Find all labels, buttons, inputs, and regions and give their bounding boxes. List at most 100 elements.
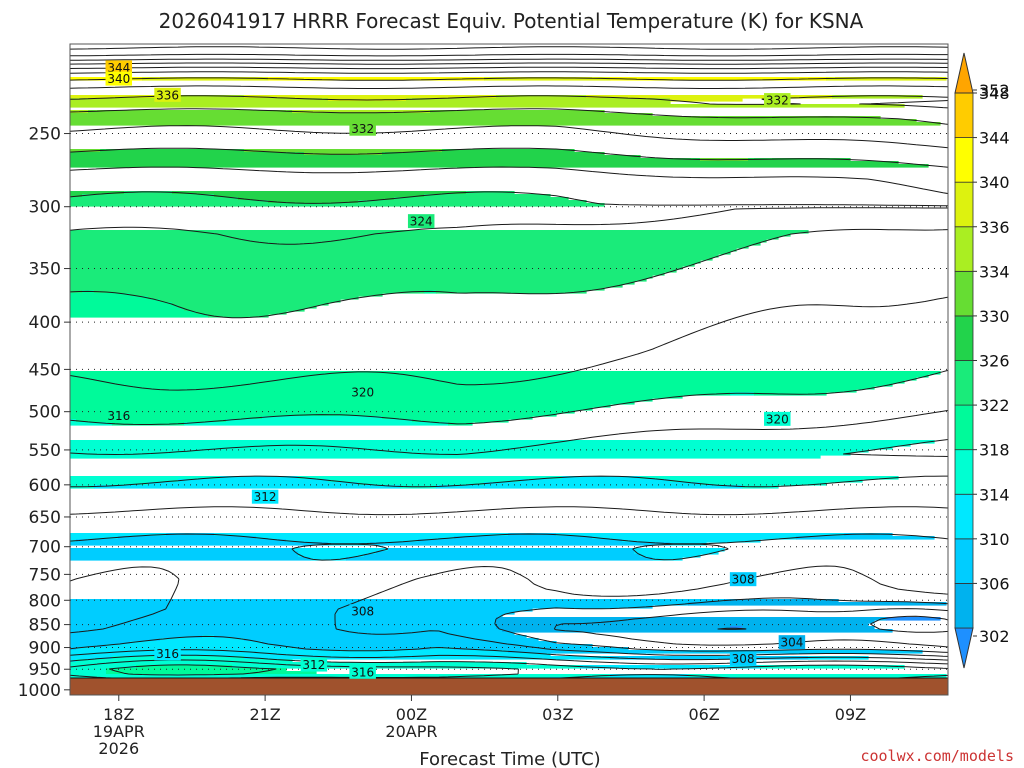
theta-e-cell: [70, 374, 929, 378]
theta-e-cell: [508, 650, 923, 654]
contour-line: [70, 85, 948, 89]
theta-e-cell: [610, 77, 827, 81]
colorbar-label: 336: [979, 218, 1010, 237]
theta-e-cell: [70, 416, 263, 420]
theta-e-cell: [502, 629, 893, 633]
colorbar-swatch: [954, 137, 974, 183]
theta-e-cell: [70, 158, 701, 162]
theta-e-cell: [214, 635, 527, 639]
theta-e-cell: [70, 275, 653, 279]
theta-e-cell: [70, 668, 107, 672]
theta-e-cell: [70, 635, 203, 639]
theta-e-cell: [886, 617, 941, 621]
colorbar-swatch: [954, 226, 974, 272]
theta-e-cell: [412, 419, 509, 423]
theta-e-cell: [142, 77, 269, 81]
theta-e-cell: [358, 200, 587, 204]
theta-e-cell: [196, 311, 287, 315]
contour-label-bg: [349, 384, 376, 399]
theta-e-cell: [70, 263, 695, 267]
theta-e-cell: [382, 416, 533, 420]
y-tick-label: 750: [29, 565, 61, 585]
theta-e-cell: [688, 674, 947, 678]
contour-line: [717, 615, 948, 633]
theta-e-cell: [70, 482, 149, 486]
theta-e-cell: [466, 191, 515, 195]
theta-e-cell: [70, 371, 941, 375]
theta-e-cell: [70, 599, 725, 603]
contour-label: 312: [254, 490, 277, 504]
theta-e-cell: [70, 389, 857, 393]
theta-e-cell: [586, 95, 833, 99]
theta-e-cell: [70, 164, 929, 168]
theta-e-cell: [268, 77, 485, 81]
theta-e-cell: [70, 119, 917, 123]
theta-e-cell: [70, 656, 113, 660]
theta-e-cell: [112, 422, 185, 426]
theta-e-cell: [70, 104, 905, 108]
theta-e-cell: [436, 485, 743, 489]
theta-e-cell: [70, 617, 497, 621]
contour-line: [70, 125, 948, 149]
contour-label: 332: [766, 94, 789, 108]
theta-e-cell: [70, 536, 119, 540]
contour-label: 304: [780, 636, 803, 650]
theta-e-cell: [70, 122, 941, 126]
contour-line: [553, 608, 948, 648]
theta-e-cell: [70, 242, 761, 246]
theta-e-cell: [298, 476, 563, 480]
contour-label: 316: [351, 665, 374, 679]
theta-e-cell: [70, 254, 719, 258]
theta-e-cell: [184, 308, 305, 312]
x-tick-label: 03Z: [542, 705, 573, 724]
contour-line: [70, 533, 948, 661]
theta-e-cell: [70, 251, 731, 255]
y-tick-label: 650: [29, 508, 61, 528]
theta-e-cell: [346, 557, 653, 561]
theta-e-cell: [70, 401, 635, 405]
theta-e-cell: [244, 149, 443, 153]
theta-e-cell: [70, 626, 497, 630]
theta-e-cell: [70, 293, 131, 297]
theta-e-cell: [436, 290, 587, 294]
theta-e-cell: [70, 233, 791, 237]
theta-e-cell: [70, 395, 683, 399]
theta-e-cell: [358, 482, 485, 486]
theta-e-cell: [70, 272, 665, 276]
theta-e-cell: [70, 152, 305, 156]
contour-label: 312: [302, 658, 325, 672]
theta-e-cell: [520, 479, 671, 483]
theta-e-cell: [70, 230, 809, 234]
x-tick-label: 06Z: [688, 705, 719, 724]
theta-e-cell: [418, 539, 623, 543]
colorbar-swatch: [954, 404, 974, 451]
theta-e-cell: [70, 674, 611, 678]
theta-e-cell: [106, 644, 275, 648]
colorbar-swatch: [954, 315, 974, 361]
theta-e-cell: [262, 641, 557, 645]
contour-line: [70, 191, 948, 207]
theta-e-cell: [148, 296, 359, 300]
contour-line: [70, 369, 948, 676]
theta-e-cell: [70, 662, 527, 666]
contour-label: 316: [156, 647, 179, 661]
contour-label-bg: [105, 60, 133, 75]
colorbar-swatch: [954, 538, 974, 584]
theta-e-cell: [424, 194, 551, 198]
contour-label: 320: [351, 385, 374, 399]
theta-e-cell: [148, 482, 359, 486]
theta-e-cell: [70, 611, 515, 615]
contour-label-bg: [729, 572, 757, 587]
theta-e-cell: [406, 98, 671, 102]
theta-e-cell: [742, 626, 875, 630]
theta-e-cell: [88, 110, 293, 114]
theta-e-cell: [70, 278, 647, 282]
theta-e-cell: [634, 548, 725, 552]
colorbar-label: 330: [979, 307, 1010, 326]
theta-e-cell: [70, 116, 881, 120]
theta-e-cell: [70, 404, 611, 408]
theta-e-cell: [442, 149, 575, 153]
theta-e-cell: [70, 296, 149, 300]
theta-e-cell: [70, 398, 653, 402]
